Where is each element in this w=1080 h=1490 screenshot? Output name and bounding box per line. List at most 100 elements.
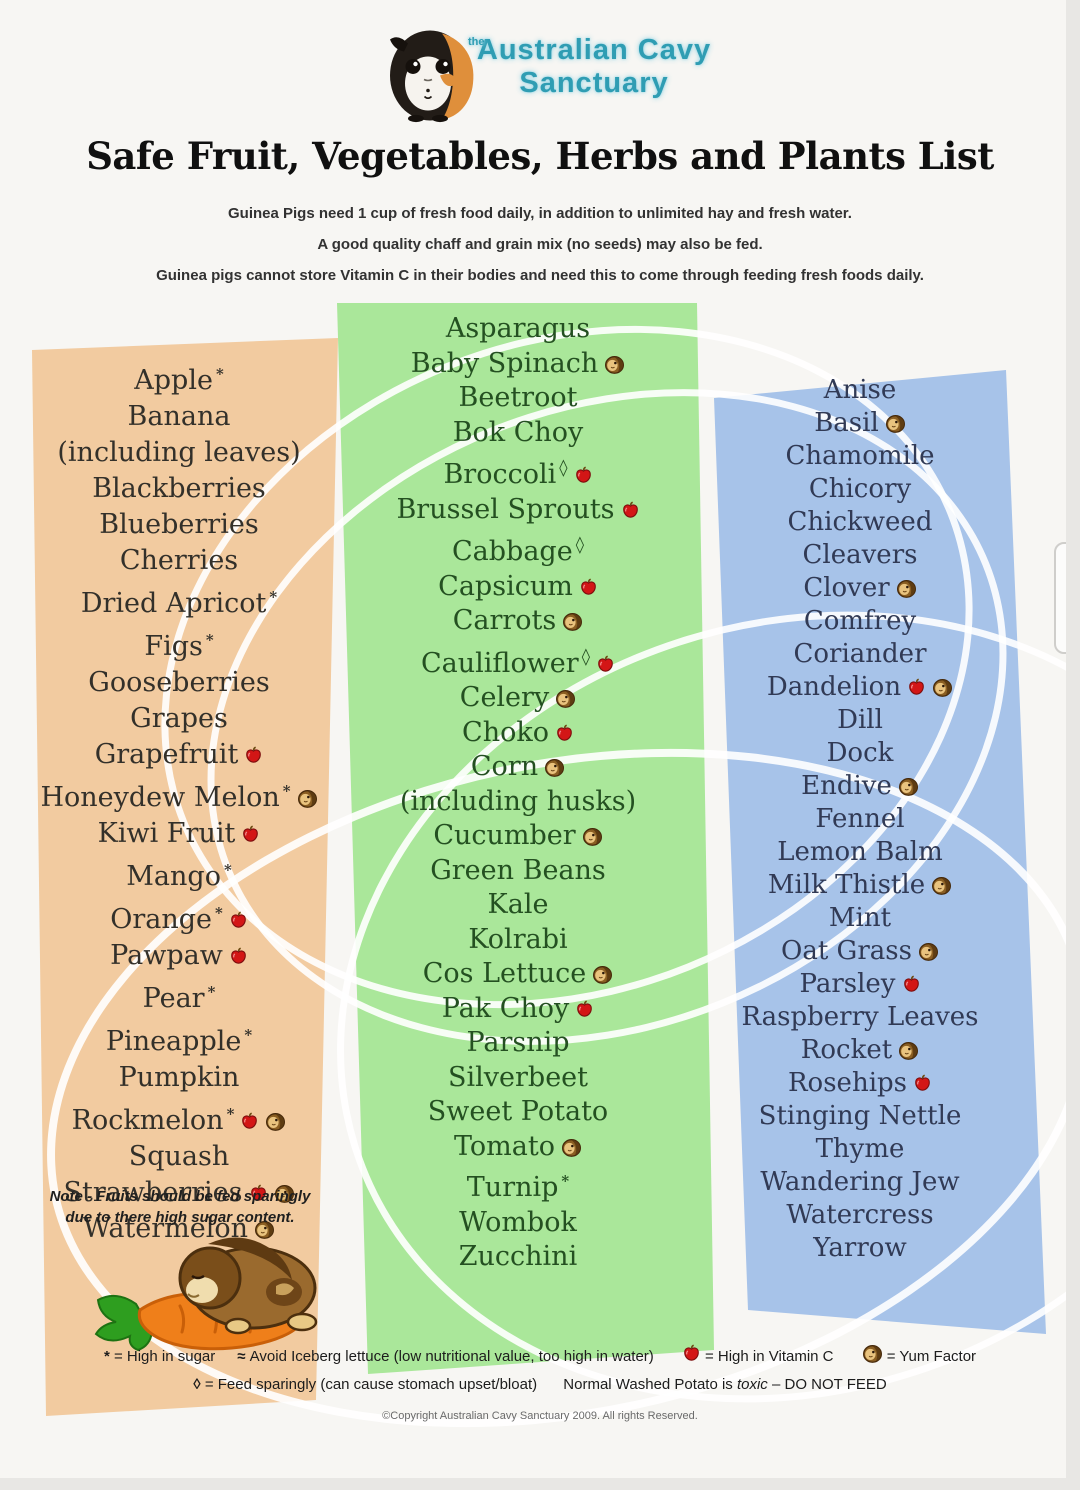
legend-entry: = High in Vitamin C [676,1344,834,1365]
list-item-label: Clover [803,573,890,603]
high-sugar-asterisk: * [244,1026,253,1044]
list-item: Zucchini [340,1240,696,1275]
list-item: Banana [26,399,332,435]
list-item: Coriander [712,638,1008,671]
list-item: Mint [712,902,1008,935]
logo-line-1: Australian Cavy [476,34,712,66]
vitamin-c-icon [902,975,921,994]
list-item-label: Broccoli [443,459,557,490]
herbs-list: Anise Basil Chamomile Chicory Chickweed Cleav… [712,374,1008,1265]
list-item-label: Mint [828,903,892,933]
list-item-label: Basil [814,408,879,438]
list-item: Blueberries [26,507,332,543]
feed-sparingly-diamond: ◊ [193,1376,201,1393]
list-item-continuation: (including leaves) [57,437,301,468]
yum-factor-icon [555,689,576,708]
list-item: Dock [712,737,1008,770]
list-item-label: Yarrow [813,1233,907,1263]
list-item: Kolrabi [340,923,696,958]
vitamin-c-icon [913,1074,932,1093]
logo-line-2: Sanctuary [519,67,669,99]
fruits-note: Note - Fruits should be fed sparingly du… [49,1188,311,1226]
list-item-label: Dried Apricot [80,588,267,619]
list-item: Bok Choy [340,416,696,451]
list-item-label: Pear [142,983,205,1014]
yum-factor-icon [918,942,939,961]
yum-factor-icon [862,1344,883,1363]
list-item-label: Chickweed [787,507,933,537]
list-item: Cabbage ◊ [340,527,696,570]
list-item-continuation: (including husks) [399,785,637,817]
intro-line-3: Guinea pigs cannot store Vitamin C in th… [156,267,924,284]
high-sugar-asterisk: * [561,1172,570,1190]
list-item: Sweet Potato [340,1095,696,1130]
list-item: Apple * [26,356,332,399]
list-item: Chicory [712,473,1008,506]
list-item: Dill [712,704,1008,737]
vitamin-c-icon [682,1344,701,1363]
high-sugar-asterisk: * [269,588,278,606]
list-item-label: Comfrey [803,606,917,636]
list-item-label: Brussel Sprouts [396,493,615,525]
list-item-label: Stinging Nettle [758,1101,962,1131]
list-item: Raspberry Leaves [712,1001,1008,1034]
list-item: Cucumber [340,819,696,854]
guinea-pig-carrot-illustration [88,1226,350,1361]
list-item-label: Green Beans [430,854,606,886]
yum-factor-icon [885,414,906,433]
list-item-label: Choko [462,716,549,748]
copyright-line: ©Copyright Australian Cavy Sanctuary 200… [382,1410,698,1422]
list-item: Grapes [26,701,332,737]
list-item-label: Orange [110,904,213,935]
yum-factor-icon [297,789,318,808]
list-item: Stinging Nettle [712,1100,1008,1133]
list-item-label: Watercress [786,1200,934,1230]
list-item-label: Chicory [808,474,912,504]
list-item-label: Gooseberries [88,667,270,698]
list-item: Turnip * [340,1164,696,1206]
list-item: Watermelon [26,1211,332,1247]
list-item-label: Rocket [800,1035,893,1065]
list-item: Pawpaw [26,938,332,974]
list-item-label: Lemon Balm [777,837,943,867]
legend-entry: ≈ Avoid Iceberg lettuce (low nutritional… [237,1348,654,1365]
list-item: Pumpkin [26,1060,332,1096]
vitamin-c-icon [574,466,593,485]
intro-text: Guinea Pigs need 1 cup of fresh food dai… [0,198,1080,291]
yum-factor-icon [562,612,583,631]
legend-text: Normal Washed Potato is [563,1376,737,1393]
list-item-label: Strawberries [63,1177,243,1208]
list-item-label: Pawpaw [110,940,223,971]
list-item: Choko [340,716,696,751]
list-item-label: Dandelion [766,672,902,702]
list-item-label: Wombok [459,1206,577,1238]
vitamin-c-icon [555,723,574,743]
list-item: Carrots [340,604,696,639]
list-item: Watercress [712,1199,1008,1232]
list-item: Thyme [712,1133,1008,1166]
list-item-label: Rockmelon [71,1105,224,1136]
list-item-label: Celery [459,682,550,713]
list-item: Pear * [26,974,332,1017]
list-item-label: Blueberries [99,509,259,540]
list-item: Anise [712,374,1008,407]
list-item: Squash [26,1139,332,1175]
high-sugar-asterisk: * [205,631,214,649]
list-item: Honeydew Melon * [26,773,332,816]
list-item: Baby Spinach [340,347,696,382]
list-item-label: Kolrabi [468,923,568,955]
yum-factor-icon [592,965,613,984]
page-bottom-edge [0,1478,1080,1490]
list-item: Rocket [712,1034,1008,1067]
list-item: Pak Choy [340,992,696,1027]
list-item-label: Kiwi Fruit [97,818,236,849]
list-item-label: Parsley [799,969,896,999]
list-item: Lemon Balm [712,836,1008,869]
list-item-label: Blackberries [92,473,266,504]
high-sugar-asterisk: * [223,861,232,879]
list-item: Corn [340,750,696,785]
list-item-label: Pak Choy [441,992,570,1024]
vegetables-list: Asparagus Baby Spinach Beetroot Bok Choy Bro… [340,312,696,1275]
